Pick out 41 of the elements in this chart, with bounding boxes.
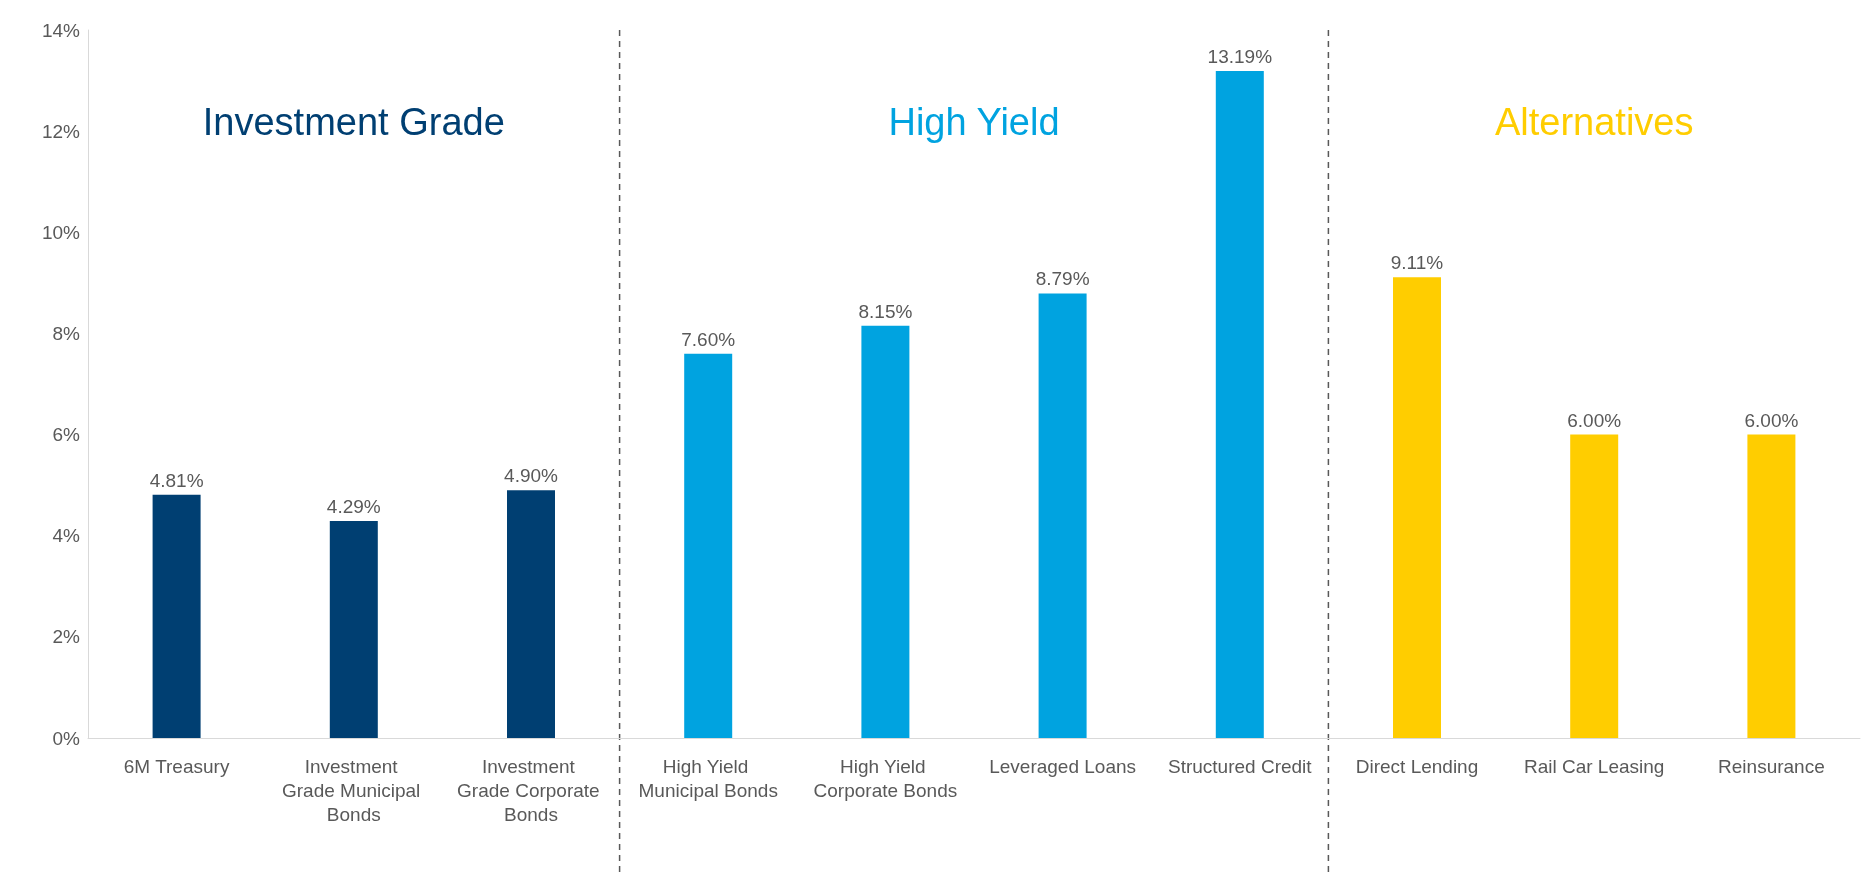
data-label: 8.15%	[858, 300, 913, 322]
y-tick-label: 2%	[52, 626, 81, 648]
data-label: 4.29%	[326, 496, 381, 518]
x-tick-label: Investment Grade Municipal Bonds	[281, 755, 426, 825]
bar	[152, 494, 201, 738]
data-label: 4.90%	[504, 465, 559, 487]
x-tick-label: High Yield Corporate Bonds	[813, 755, 958, 801]
bar	[1393, 277, 1441, 738]
x-tick-label: Reinsurance	[1718, 755, 1825, 777]
y-tick-label: 6%	[52, 424, 81, 446]
x-tick-label: Direct Lending	[1355, 755, 1479, 777]
data-label: 6.00%	[1567, 409, 1622, 431]
data-label: 13.19%	[1207, 45, 1273, 67]
y-tick-label: 0%	[52, 727, 81, 749]
bar	[861, 325, 910, 738]
y-tick-label: 10%	[41, 221, 81, 243]
x-tick-label: High Yield Municipal Bonds	[638, 755, 778, 801]
y-tick-label: 14%	[41, 19, 81, 41]
bar	[507, 490, 555, 738]
data-label: 6.00%	[1744, 409, 1799, 431]
text: High Yield	[888, 101, 1060, 143]
x-tick-label: Leveraged Loans	[989, 755, 1137, 777]
x-tick-label: 6M Treasury	[123, 755, 230, 777]
text: Alternatives	[1494, 101, 1694, 143]
bar	[1570, 434, 1619, 738]
data-label: 4.81%	[149, 469, 204, 491]
bar	[684, 353, 733, 738]
bar	[1215, 70, 1264, 738]
y-tick-label: 4%	[52, 525, 81, 547]
bar	[1747, 434, 1796, 738]
bar	[329, 521, 378, 738]
bar	[1038, 293, 1087, 738]
x-tick-label: Rail Car Leasing	[1523, 755, 1665, 777]
data-label: 7.60%	[681, 328, 736, 350]
data-label: 8.79%	[1035, 268, 1090, 290]
y-tick-label: 8%	[52, 322, 81, 344]
data-label: 9.11%	[1390, 252, 1444, 274]
text: Investment Grade	[202, 101, 505, 143]
x-tick-label: Structured Credit	[1167, 755, 1313, 777]
x-tick-label: Investment Grade Corporate Bonds	[457, 755, 605, 825]
y-tick-label: 12%	[41, 120, 81, 142]
